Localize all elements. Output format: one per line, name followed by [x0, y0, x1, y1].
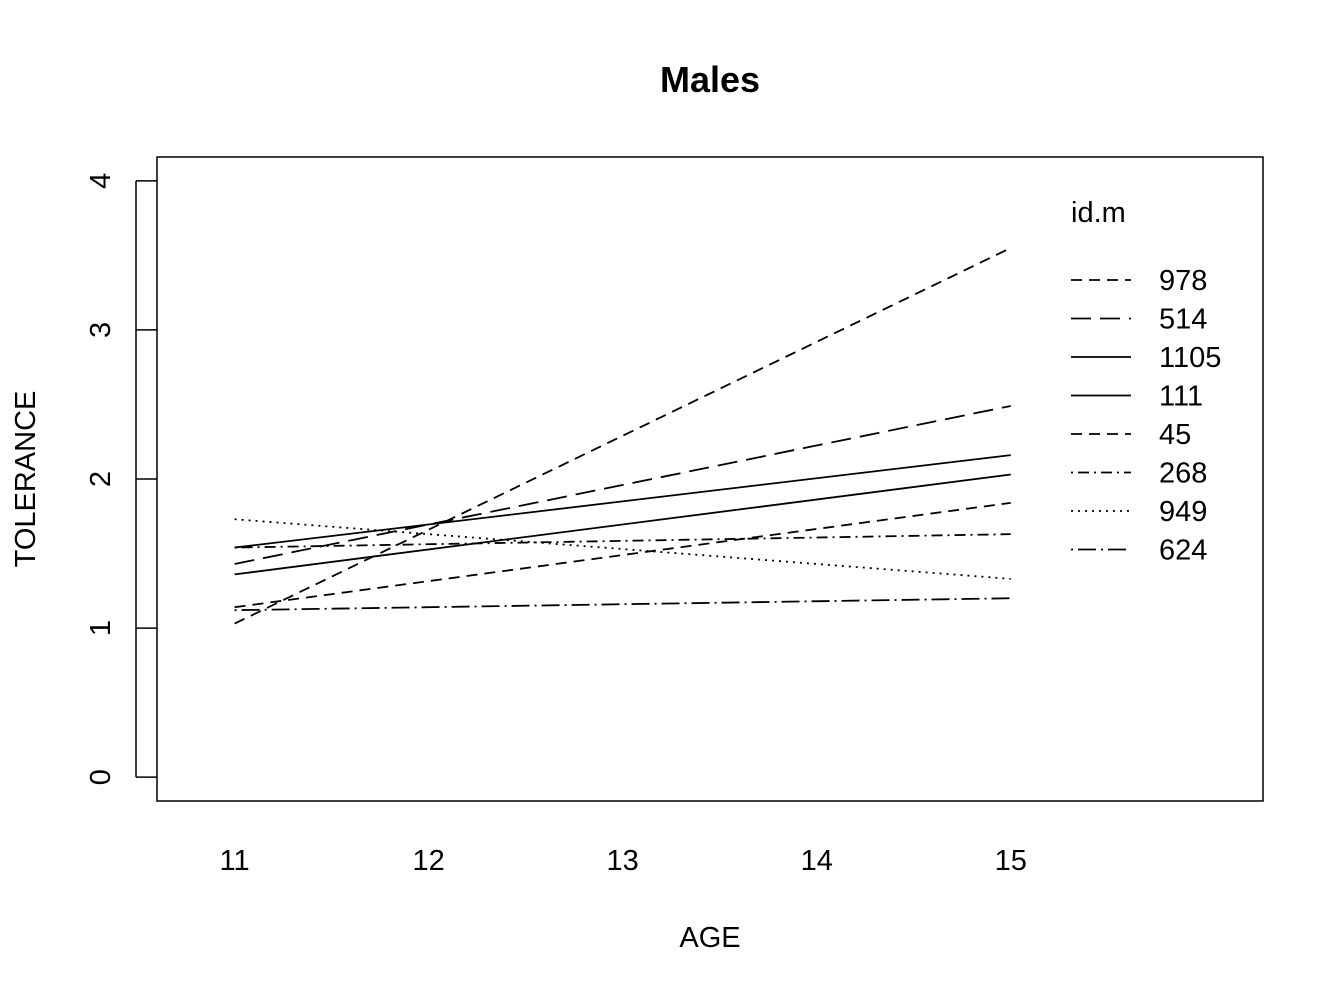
y-axis-label: TOLERANCE: [10, 391, 42, 568]
legend-label-624: 624: [1159, 535, 1207, 567]
x-tick-label-15: 15: [995, 845, 1027, 877]
y-tick-label-4: 4: [85, 173, 117, 189]
y-tick-label-0: 0: [85, 769, 117, 785]
legend-label-111: 111: [1159, 381, 1203, 413]
legend-label-514: 514: [1159, 304, 1207, 336]
plot-frame: [156, 156, 1264, 802]
chart-title: Males: [660, 59, 760, 100]
x-tick-label-13: 13: [607, 845, 639, 877]
series-line-514: [234, 405, 1011, 565]
series-lines: [234, 247, 1012, 625]
legend-title: id.m: [1071, 197, 1126, 229]
legend-label-1105: 1105: [1159, 342, 1221, 374]
series-line-111: [234, 473, 1011, 576]
y-tick-label-1: 1: [85, 620, 117, 636]
y-axis: 0 1 2 3 4: [85, 173, 157, 785]
y-tick-label-3: 3: [85, 322, 117, 338]
x-axis: 11 12 13 14 15: [220, 845, 1027, 877]
legend-label-45: 45: [1159, 419, 1191, 451]
x-tick-label-12: 12: [413, 845, 445, 877]
legend: id.m 978 514 1105 111 45 268 949 624: [1071, 197, 1221, 567]
x-tick-label-14: 14: [801, 845, 833, 877]
y-tick-label-2: 2: [85, 471, 117, 487]
series-line-949: [234, 518, 1011, 580]
series-line-268: [234, 533, 1011, 549]
legend-label-268: 268: [1159, 458, 1207, 490]
series-line-624: [234, 597, 1011, 612]
legend-label-949: 949: [1159, 496, 1207, 528]
series-line-45: [234, 501, 1011, 609]
series-line-978: [234, 247, 1012, 625]
legend-label-978: 978: [1159, 265, 1207, 297]
series-line-1105: [234, 454, 1011, 549]
x-tick-label-11: 11: [220, 845, 250, 877]
x-axis-label: AGE: [679, 922, 740, 954]
